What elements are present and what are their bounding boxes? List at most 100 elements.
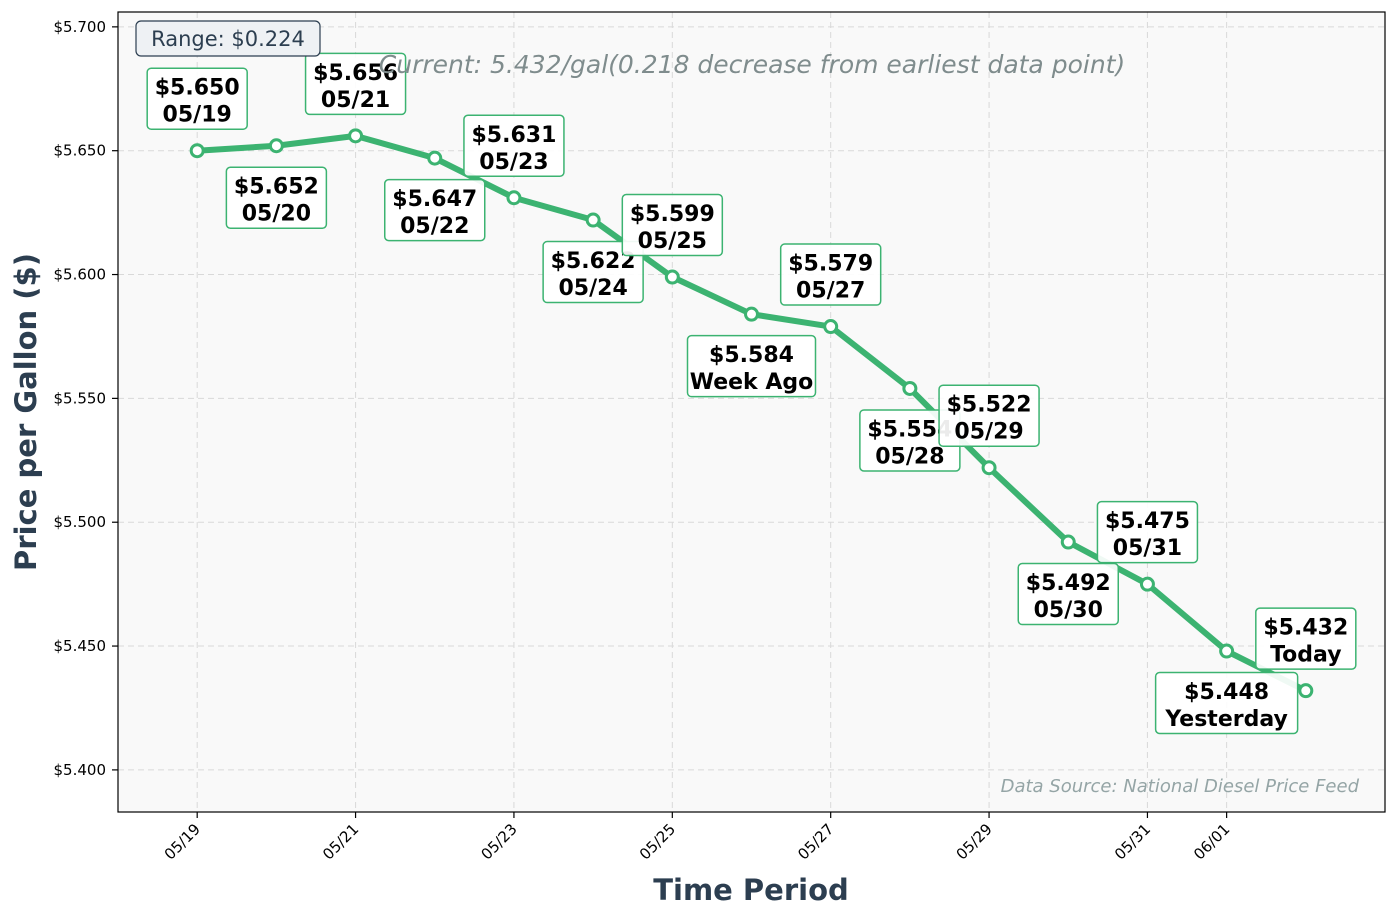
data-label-box bbox=[384, 178, 486, 242]
source-annotation: Data Source: National Diesel Price Feed bbox=[1001, 776, 1360, 797]
data-label-box bbox=[304, 52, 407, 116]
data-label-price: $5.652 bbox=[234, 175, 319, 200]
data-point bbox=[823, 319, 839, 335]
data-label-box bbox=[1096, 500, 1199, 564]
data-label-price: $5.522 bbox=[947, 393, 1032, 418]
data-label-box bbox=[146, 67, 248, 130]
x-tick-label: 05/19 bbox=[161, 820, 204, 863]
y-axis-label: Price per Gallon ($) bbox=[9, 253, 43, 571]
data-point bbox=[902, 380, 918, 396]
plot-frame bbox=[117, 11, 1386, 813]
x-tick-label: 05/21 bbox=[319, 820, 362, 863]
data-label-day: 05/19 bbox=[163, 103, 232, 128]
data-label-day: 05/29 bbox=[954, 420, 1023, 445]
data-point bbox=[427, 150, 443, 166]
current-annotation: Current: 5.432/gal(0.218 decrease from e… bbox=[379, 50, 1125, 79]
data-point bbox=[1219, 643, 1235, 659]
data-label-day: 05/22 bbox=[400, 214, 469, 239]
x-tick-label: 05/29 bbox=[953, 820, 996, 863]
x-tick-label: 06/01 bbox=[1190, 820, 1233, 863]
y-tick-label: $5.700 bbox=[54, 18, 107, 36]
data-label-price: $5.650 bbox=[155, 76, 240, 101]
data-label-box bbox=[463, 114, 565, 178]
data-label-price: $5.475 bbox=[1105, 509, 1190, 534]
x-tick-label: 05/31 bbox=[1111, 820, 1154, 863]
data-point bbox=[981, 460, 997, 476]
data-label-price: $5.448 bbox=[1184, 680, 1269, 705]
data-label-price: $5.584 bbox=[709, 343, 794, 368]
data-label-box bbox=[225, 166, 328, 229]
x-tick-label: 05/25 bbox=[636, 820, 679, 863]
data-label-box bbox=[542, 240, 644, 304]
data-point bbox=[1139, 576, 1155, 592]
y-tick-label: $5.650 bbox=[54, 142, 107, 160]
data-label-day: 05/28 bbox=[875, 444, 944, 469]
x-axis: 05/19 05/21 05/23 05/25 05/27 05/29 05/31 06/01 bbox=[161, 812, 1233, 863]
data-label-day: Today bbox=[1270, 643, 1341, 668]
data-label-box bbox=[779, 243, 882, 306]
data-label-day: 05/30 bbox=[1034, 598, 1103, 623]
data-label-price: $5.647 bbox=[392, 187, 477, 212]
data-label-price: $5.622 bbox=[551, 249, 636, 274]
data-label-box bbox=[1255, 607, 1357, 670]
data-label-price: $5.656 bbox=[313, 61, 398, 86]
y-tick-label: $5.600 bbox=[54, 266, 107, 284]
data-point bbox=[348, 128, 364, 144]
y-axis: $5.400 $5.450 $5.500 $5.550 $5.600 $5.650 $5.7… bbox=[54, 18, 118, 779]
data-label-day: Week Ago bbox=[690, 370, 814, 395]
data-label-day: 05/24 bbox=[558, 276, 627, 301]
x-tick-label: 05/23 bbox=[477, 820, 520, 863]
data-label-box bbox=[686, 334, 817, 398]
data-label-price: $5.492 bbox=[1026, 571, 1111, 596]
data-label-box bbox=[1017, 562, 1119, 626]
y-tick-label: $5.400 bbox=[54, 761, 107, 779]
data-point bbox=[664, 269, 680, 285]
data-label-day: 05/23 bbox=[479, 150, 548, 175]
data-point bbox=[1298, 683, 1314, 699]
y-tick-label: $5.450 bbox=[54, 637, 107, 655]
x-tick-label: 05/27 bbox=[794, 820, 837, 863]
data-label-day: 05/25 bbox=[638, 229, 707, 254]
y-tick-label: $5.550 bbox=[54, 389, 107, 407]
data-label-box bbox=[1154, 671, 1299, 735]
data-label-price: $5.579 bbox=[788, 252, 873, 277]
data-label-price: $5.631 bbox=[471, 123, 556, 148]
data-label-day: 05/27 bbox=[796, 279, 865, 304]
y-tick-label: $5.500 bbox=[54, 513, 107, 531]
data-points bbox=[189, 128, 1314, 699]
data-label-day: 05/21 bbox=[321, 88, 390, 113]
x-axis-label: Time Period bbox=[653, 873, 849, 907]
data-point bbox=[268, 138, 284, 154]
data-label-price: $5.599 bbox=[630, 202, 715, 227]
data-point bbox=[189, 143, 205, 159]
data-point bbox=[506, 190, 522, 206]
data-labels: $5.65005/19$5.65205/20$5.65605/21$5.6470… bbox=[146, 52, 1357, 735]
data-point bbox=[1060, 534, 1076, 550]
range-annotation: Range: $0.224 bbox=[135, 20, 321, 57]
data-label-box bbox=[621, 193, 724, 257]
data-label-day: 05/31 bbox=[1113, 536, 1182, 561]
data-label-box bbox=[938, 384, 1040, 447]
data-point bbox=[585, 212, 601, 228]
data-label-day: 05/20 bbox=[242, 202, 311, 227]
data-label-day: Yesterday bbox=[1164, 707, 1287, 732]
data-label-price: $5.432 bbox=[1263, 616, 1348, 641]
range-text: Range: $0.224 bbox=[151, 27, 305, 51]
data-label-price: $5.554 bbox=[867, 417, 952, 442]
data-point bbox=[744, 306, 759, 322]
